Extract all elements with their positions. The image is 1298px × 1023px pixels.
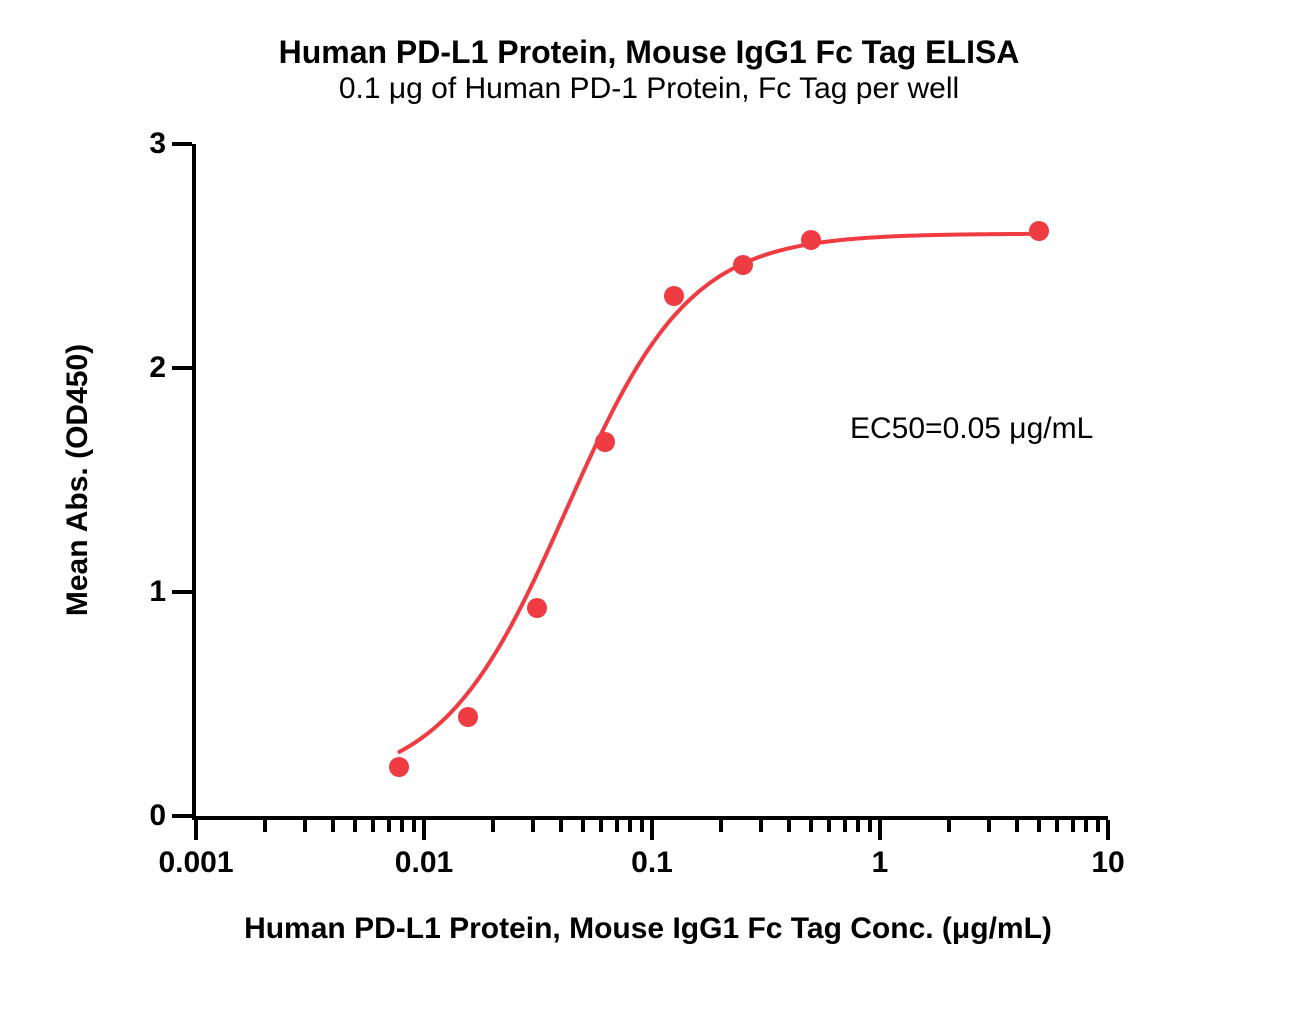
- curve-path: [399, 234, 1039, 752]
- data-point: [458, 707, 478, 727]
- chart-canvas: Human PD-L1 Protein, Mouse IgG1 Fc Tag E…: [0, 0, 1298, 1023]
- chart-subtitle: 0.1 μg of Human PD-1 Protein, Fc Tag per…: [0, 72, 1298, 106]
- y-tick-label: 2: [149, 351, 196, 385]
- x-minor-tick: [868, 820, 872, 832]
- x-minor-tick: [1071, 820, 1075, 832]
- fit-curve: [196, 144, 1108, 816]
- x-minor-tick: [599, 820, 603, 832]
- data-point: [595, 432, 615, 452]
- x-tick-label: 1: [872, 816, 889, 880]
- x-minor-tick: [843, 820, 847, 832]
- x-minor-tick: [628, 820, 632, 832]
- data-point: [1029, 221, 1049, 241]
- x-minor-tick: [787, 820, 791, 832]
- x-minor-tick: [491, 820, 495, 832]
- plot-area: 01230.0010.010.1110: [192, 144, 1108, 820]
- data-point: [733, 255, 753, 275]
- chart-title: Human PD-L1 Protein, Mouse IgG1 Fc Tag E…: [0, 34, 1298, 71]
- x-tick-label: 0.1: [631, 816, 673, 880]
- data-point: [801, 230, 821, 250]
- x-minor-tick: [856, 820, 860, 832]
- y-axis-label: Mean Abs. (OD450): [61, 344, 95, 616]
- x-minor-tick: [947, 820, 951, 832]
- data-point: [664, 286, 684, 306]
- x-minor-tick: [1055, 820, 1059, 832]
- data-point: [389, 757, 409, 777]
- x-minor-tick: [615, 820, 619, 832]
- y-tick-label: 3: [149, 127, 196, 161]
- data-point: [527, 598, 547, 618]
- x-minor-tick: [412, 820, 416, 832]
- ec50-annotation: EC50=0.05 μg/mL: [850, 412, 1093, 446]
- x-minor-tick: [759, 820, 763, 832]
- x-minor-tick: [1015, 820, 1019, 832]
- x-minor-tick: [303, 820, 307, 832]
- x-minor-tick: [809, 820, 813, 832]
- y-tick-label: 1: [149, 575, 196, 609]
- x-minor-tick: [331, 820, 335, 832]
- x-minor-tick: [400, 820, 404, 832]
- x-tick-label: 0.001: [158, 816, 233, 880]
- x-minor-tick: [387, 820, 391, 832]
- x-minor-tick: [1096, 820, 1100, 832]
- x-minor-tick: [559, 820, 563, 832]
- x-minor-tick: [531, 820, 535, 832]
- x-axis-label: Human PD-L1 Protein, Mouse IgG1 Fc Tag C…: [244, 912, 1052, 946]
- x-minor-tick: [719, 820, 723, 832]
- x-minor-tick: [353, 820, 357, 832]
- x-minor-tick: [987, 820, 991, 832]
- x-minor-tick: [371, 820, 375, 832]
- x-minor-tick: [263, 820, 267, 832]
- x-minor-tick: [1037, 820, 1041, 832]
- x-minor-tick: [581, 820, 585, 832]
- x-minor-tick: [640, 820, 644, 832]
- x-minor-tick: [1084, 820, 1088, 832]
- x-minor-tick: [827, 820, 831, 832]
